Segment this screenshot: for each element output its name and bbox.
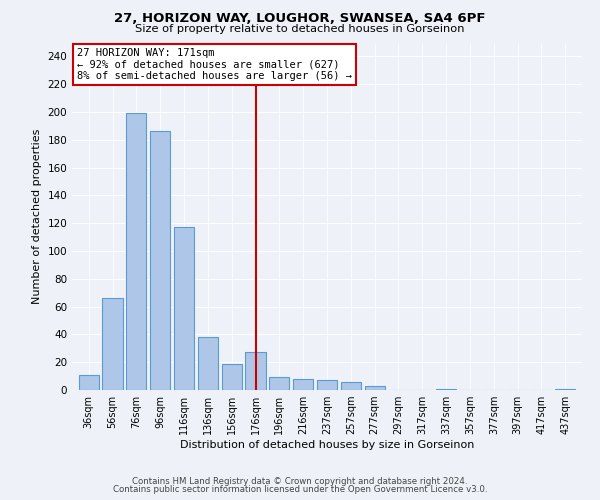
Text: Size of property relative to detached houses in Gorseinon: Size of property relative to detached ho… (135, 24, 465, 34)
Bar (126, 114, 146, 390)
Bar (365, 386, 385, 390)
Bar (174, 228, 194, 390)
Text: Contains HM Land Registry data © Crown copyright and database right 2024.: Contains HM Land Registry data © Crown c… (132, 477, 468, 486)
Bar (245, 352, 266, 390)
Text: 27, HORIZON WAY, LOUGHOR, SWANSEA, SA4 6PF: 27, HORIZON WAY, LOUGHOR, SWANSEA, SA4 6… (114, 12, 486, 26)
Text: 27 HORIZON WAY: 171sqm
← 92% of detached houses are smaller (627)
8% of semi-det: 27 HORIZON WAY: 171sqm ← 92% of detached… (77, 48, 352, 81)
Bar (221, 364, 242, 390)
Bar (555, 388, 575, 390)
Bar (103, 298, 122, 390)
Bar (436, 388, 456, 390)
X-axis label: Distribution of detached houses by size in Gorseinon: Distribution of detached houses by size … (180, 440, 474, 450)
Bar (269, 378, 289, 390)
Bar (341, 382, 361, 390)
Bar (150, 132, 170, 390)
Text: Contains public sector information licensed under the Open Government Licence v3: Contains public sector information licen… (113, 485, 487, 494)
Bar (198, 337, 218, 390)
Bar (79, 374, 99, 390)
Y-axis label: Number of detached properties: Number of detached properties (32, 128, 42, 304)
Bar (317, 380, 337, 390)
Bar (293, 379, 313, 390)
